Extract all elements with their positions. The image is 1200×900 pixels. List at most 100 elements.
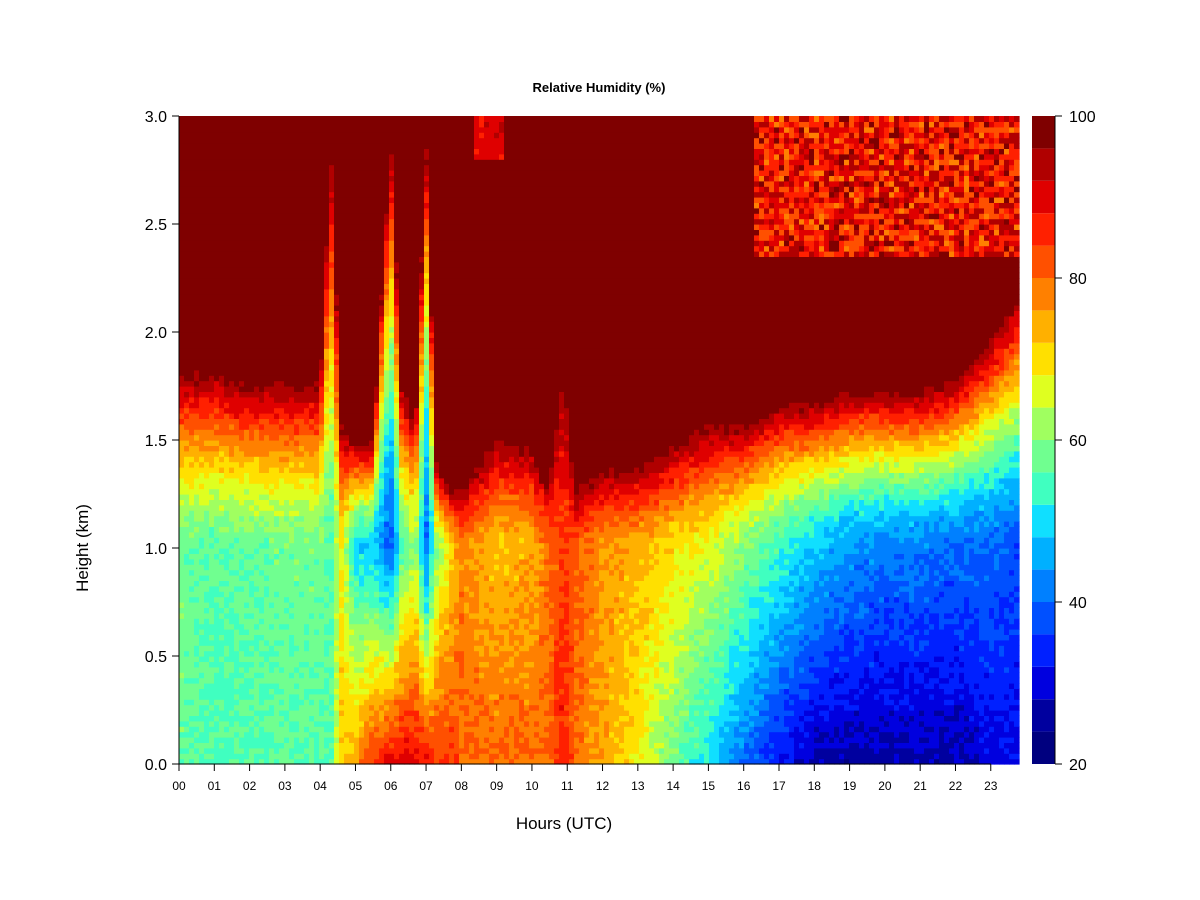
heatmap-cell: [374, 483, 380, 489]
heatmap-cell: [359, 197, 365, 203]
heatmap-cell: [284, 613, 290, 619]
heatmap-cell: [264, 262, 270, 268]
heatmap-cell: [194, 359, 200, 365]
heatmap-cell: [234, 197, 240, 203]
heatmap-cell: [364, 559, 370, 565]
heatmap-cell: [184, 121, 190, 127]
heatmap-cell: [334, 170, 340, 176]
heatmap-cell: [329, 456, 335, 462]
heatmap-cell: [329, 607, 335, 613]
heatmap-cell: [194, 202, 200, 208]
heatmap-cell: [294, 537, 300, 543]
heatmap-cell: [239, 688, 245, 694]
heatmap-cell: [219, 634, 225, 640]
heatmap-cell: [224, 424, 230, 430]
heatmap-cell: [219, 742, 225, 748]
heatmap-cell: [189, 721, 195, 727]
heatmap-cell: [329, 494, 335, 500]
heatmap-cell: [349, 402, 355, 408]
heatmap-cell: [299, 278, 305, 284]
heatmap-cell: [304, 208, 310, 214]
heatmap-cell: [324, 127, 330, 133]
heatmap-cell: [264, 726, 270, 732]
heatmap-cell: [319, 710, 325, 716]
heatmap-cell: [344, 667, 350, 673]
heatmap-cell: [214, 526, 220, 532]
heatmap-cell: [349, 170, 355, 176]
heatmap-cell: [359, 337, 365, 343]
heatmap-cell: [274, 548, 280, 554]
heatmap-cell: [189, 624, 195, 630]
heatmap-cell: [359, 521, 365, 527]
heatmap-cell: [209, 208, 215, 214]
heatmap-cell: [259, 375, 265, 381]
heatmap-cell: [379, 364, 385, 370]
heatmap-cell: [304, 229, 310, 235]
heatmap-cell: [279, 332, 285, 338]
heatmap-cell: [309, 397, 315, 403]
heatmap-cell: [344, 213, 350, 219]
heatmap-cell: [209, 737, 215, 743]
heatmap-cell: [309, 753, 315, 759]
heatmap-cell: [319, 219, 325, 225]
heatmap-cell: [249, 516, 255, 522]
heatmap-cell: [359, 116, 365, 122]
heatmap-cell: [239, 726, 245, 732]
heatmap-cell: [304, 445, 310, 451]
heatmap-cell: [239, 408, 245, 414]
heatmap-cell: [344, 343, 350, 349]
heatmap-cell: [339, 213, 345, 219]
heatmap-cell: [239, 478, 245, 484]
heatmap-cell: [349, 532, 355, 538]
heatmap-cell: [279, 197, 285, 203]
heatmap-cell: [254, 310, 260, 316]
heatmap-cell: [344, 553, 350, 559]
heatmap-cell: [234, 548, 240, 554]
heatmap-cell: [244, 478, 250, 484]
heatmap-cell: [324, 629, 330, 635]
heatmap-cell: [339, 613, 345, 619]
heatmap-cell: [249, 494, 255, 500]
heatmap-cell: [359, 494, 365, 500]
heatmap-cell: [229, 332, 235, 338]
heatmap-cell: [244, 537, 250, 543]
heatmap-cell: [379, 651, 385, 657]
heatmap-cell: [219, 732, 225, 738]
heatmap-cell: [309, 586, 315, 592]
heatmap-cell: [269, 559, 275, 565]
heatmap-cell: [214, 343, 220, 349]
heatmap-cell: [374, 213, 380, 219]
heatmap-cell: [344, 521, 350, 527]
heatmap-cell: [224, 397, 230, 403]
heatmap-cell: [219, 532, 225, 538]
heatmap-cell: [299, 494, 305, 500]
heatmap-cell: [334, 256, 340, 262]
heatmap-cell: [194, 154, 200, 160]
heatmap-cell: [314, 289, 320, 295]
heatmap-column: [344, 116, 350, 765]
heatmap-cell: [364, 440, 370, 446]
heatmap-cell: [349, 197, 355, 203]
heatmap-cell: [179, 175, 185, 181]
heatmap-cell: [229, 175, 235, 181]
heatmap-cell: [274, 705, 280, 711]
heatmap-cell: [254, 580, 260, 586]
heatmap-cell: [249, 354, 255, 360]
heatmap-cell: [264, 651, 270, 657]
heatmap-cell: [314, 510, 320, 516]
heatmap-cell: [309, 364, 315, 370]
heatmap-cell: [294, 629, 300, 635]
heatmap-cell: [189, 570, 195, 576]
heatmap-cell: [259, 359, 265, 365]
heatmap-cell: [294, 667, 300, 673]
heatmap-cell: [344, 370, 350, 376]
heatmap-cell: [319, 516, 325, 522]
heatmap-cell: [349, 694, 355, 700]
heatmap-cell: [304, 543, 310, 549]
heatmap-cell: [359, 489, 365, 495]
heatmap-cell: [324, 656, 330, 662]
heatmap-cell: [294, 154, 300, 160]
heatmap-cell: [289, 678, 295, 684]
heatmap-cell: [349, 224, 355, 230]
heatmap-cell: [259, 661, 265, 667]
